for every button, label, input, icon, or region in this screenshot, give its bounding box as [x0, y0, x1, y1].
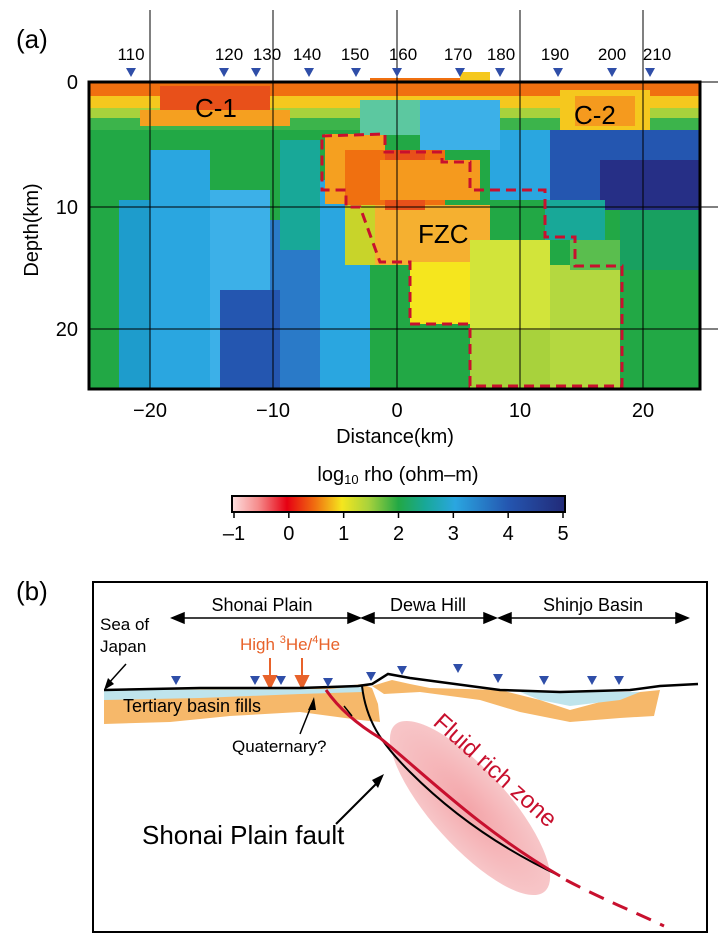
resistivity-section [89, 72, 700, 389]
quaternary-fill-east [520, 692, 640, 706]
high-he-label: High 3He/4He [240, 634, 340, 654]
distance-tick-label: −10 [256, 400, 290, 422]
depth-axis-label: Depth(km) [21, 183, 43, 276]
station-label: 140 [293, 45, 321, 64]
station-label: 150 [341, 45, 369, 64]
station-triangle [171, 676, 181, 685]
depth-tick-label: 0 [67, 72, 78, 94]
station-label: 180 [487, 45, 515, 64]
depth-tick-label: 20 [56, 319, 78, 341]
colorbar-title: log10 rho (ohm–m) [317, 464, 478, 487]
fault-label: Shonai Plain fault [142, 820, 345, 850]
dewa-hill-label: Dewa Hill [390, 595, 466, 615]
distance-tick-label: 20 [632, 400, 654, 422]
panel-a-label: (a) [16, 24, 48, 54]
fault-tick [343, 705, 353, 717]
station-triangle [607, 68, 617, 77]
station-triangle [126, 68, 136, 77]
colorbar-tick-label: –1 [223, 523, 245, 545]
station-triangle [614, 676, 624, 685]
distance-tick-label: 0 [391, 400, 402, 422]
distance-axis-label: Distance(km) [336, 426, 454, 448]
colorbar-tick-label: 5 [557, 523, 568, 545]
colorbar [231, 495, 566, 513]
sea-pointer [107, 663, 127, 685]
station-label: 190 [541, 45, 569, 64]
depth-tick-label: 10 [56, 197, 78, 219]
colorbar-tick-label: 2 [393, 523, 404, 545]
shinjo-basin-label: Shinjo Basin [543, 595, 643, 615]
sea-pointer-head [104, 678, 114, 690]
c2-label: C-2 [574, 100, 616, 130]
depth-axis: 0 10 20 [56, 72, 78, 341]
fault-red-line [324, 689, 561, 878]
panel-b-label: (b) [16, 576, 48, 606]
c1-label: C-1 [195, 93, 237, 123]
fzc-label: FZC [418, 219, 469, 249]
station-triangle [323, 678, 333, 687]
station-triangle [453, 664, 463, 673]
colorbar-ticks: –1 0 1 2 3 4 5 [223, 512, 569, 545]
station-label: 160 [389, 45, 417, 64]
station-label: 110 [117, 45, 144, 64]
colorbar-tick-label: 3 [448, 523, 459, 545]
station-triangle [392, 68, 402, 77]
quaternary-pointer-head [308, 697, 316, 710]
region-arrows [170, 611, 690, 625]
station-triangle [304, 68, 314, 77]
station-triangle [397, 666, 407, 675]
station-triangle [645, 68, 655, 77]
topography-line [103, 672, 699, 694]
station-label: 210 [643, 45, 671, 64]
station-markers: 110 120 130 140 150 160 170 180 190 200 210 [117, 45, 671, 77]
distance-axis: −20 −10 0 10 20 [133, 400, 654, 422]
colorbar-tick-label: 1 [338, 523, 349, 545]
station-label: 120 [215, 45, 243, 64]
sea-of-japan-line1: Sea of [100, 615, 149, 634]
station-triangle [495, 68, 505, 77]
fault-black-line [361, 685, 561, 877]
station-triangle [366, 672, 376, 681]
station-triangle [219, 68, 229, 77]
station-markers-b [171, 664, 624, 687]
station-label: 130 [253, 45, 281, 64]
station-triangle [493, 674, 503, 683]
station-triangle [587, 676, 597, 685]
fault-extension [565, 878, 665, 928]
colorbar-tick-label: 0 [283, 523, 294, 545]
sea-of-japan-line2: Japan [100, 637, 146, 656]
station-triangle [539, 676, 549, 685]
quaternary-label: Quaternary? [232, 737, 327, 756]
station-triangle [276, 676, 286, 685]
fault-pointer [335, 779, 381, 825]
section-frame [87, 80, 702, 391]
distance-tick-label: 10 [509, 400, 531, 422]
station-triangle [455, 68, 465, 77]
station-triangle [553, 68, 563, 77]
high-he-arrows [262, 658, 310, 691]
distance-tick-label: −20 [133, 400, 167, 422]
station-label: 170 [444, 45, 472, 64]
station-label: 200 [598, 45, 626, 64]
fzc-outline [320, 132, 624, 388]
station-triangle [351, 68, 361, 77]
colorbar-tick-label: 4 [503, 523, 514, 545]
fluid-rich-zone [389, 720, 551, 896]
quaternary-fill-west [104, 686, 362, 700]
shonai-plain-label: Shonai Plain [211, 595, 312, 615]
station-triangle [251, 68, 261, 77]
fault-pointer-head [372, 774, 384, 788]
station-triangle [250, 676, 260, 685]
tertiary-basin-fill-east [372, 680, 660, 722]
tertiary-label: Tertiary basin fills [123, 696, 261, 716]
panel-b-frame [92, 581, 708, 933]
